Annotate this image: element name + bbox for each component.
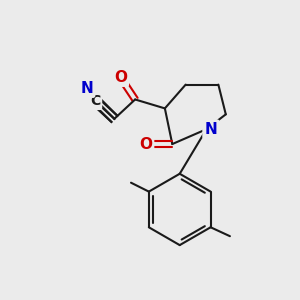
Text: O: O <box>114 70 127 85</box>
Text: C: C <box>90 94 100 108</box>
Text: O: O <box>139 136 152 152</box>
Text: N: N <box>205 122 217 137</box>
Text: N: N <box>80 81 93 96</box>
